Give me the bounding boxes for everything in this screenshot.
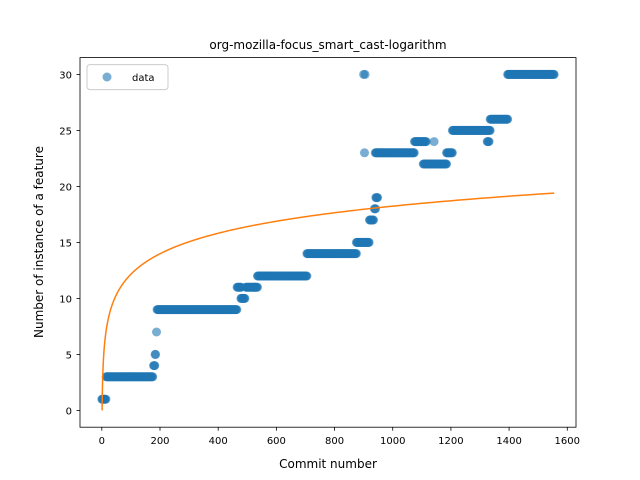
x-tick-label: 0 bbox=[99, 436, 105, 447]
legend-label-data: data bbox=[132, 73, 155, 84]
data-point bbox=[351, 249, 361, 259]
data-point bbox=[369, 215, 379, 225]
x-tick-label: 200 bbox=[150, 436, 169, 447]
y-tick-label: 0 bbox=[66, 406, 72, 417]
data-layer bbox=[97, 69, 559, 404]
data-point bbox=[484, 137, 494, 147]
data-point bbox=[360, 69, 370, 79]
x-axis: 0 200 400 600 800 1000 1200 1400 1600 bbox=[99, 427, 580, 447]
data-point bbox=[485, 125, 495, 135]
data-point bbox=[240, 293, 250, 303]
data-point bbox=[447, 148, 457, 158]
y-tick-label: 15 bbox=[59, 238, 72, 249]
y-axis-title: Number of instance of a feature bbox=[32, 146, 46, 338]
data-point bbox=[364, 237, 374, 247]
data-point bbox=[152, 327, 162, 337]
data-point bbox=[101, 394, 111, 404]
y-tick-label: 10 bbox=[59, 294, 72, 305]
y-tick-label: 5 bbox=[66, 350, 72, 361]
legend: data bbox=[86, 64, 169, 91]
legend-marker-data bbox=[102, 72, 112, 82]
data-point bbox=[442, 159, 452, 169]
data-point bbox=[421, 137, 431, 147]
fit-layer bbox=[101, 192, 555, 411]
data-point bbox=[429, 137, 439, 147]
x-tick-label: 1000 bbox=[380, 436, 405, 447]
data-point bbox=[371, 204, 381, 214]
data-point bbox=[252, 282, 262, 292]
y-tick-label: 25 bbox=[59, 126, 72, 137]
chart-title: org-mozilla-focus_smart_cast-logarithm bbox=[209, 38, 446, 52]
x-tick-label: 1200 bbox=[438, 436, 463, 447]
x-axis-title: Commit number bbox=[279, 457, 377, 471]
data-point bbox=[360, 148, 370, 158]
data-point bbox=[503, 114, 513, 124]
data-point bbox=[151, 349, 161, 359]
data-point bbox=[409, 148, 419, 158]
x-tick-label: 800 bbox=[325, 436, 344, 447]
y-axis: 0 5 10 15 20 25 30 bbox=[59, 70, 80, 417]
data-point bbox=[232, 305, 242, 315]
x-tick-label: 1400 bbox=[496, 436, 521, 447]
fit-line bbox=[101, 192, 555, 411]
data-point bbox=[549, 69, 559, 79]
y-tick-label: 30 bbox=[59, 70, 72, 81]
y-tick-label: 20 bbox=[59, 182, 72, 193]
x-tick-label: 600 bbox=[267, 436, 286, 447]
data-point bbox=[302, 271, 312, 281]
legend-box bbox=[86, 64, 169, 91]
x-tick-label: 1600 bbox=[555, 436, 580, 447]
data-point bbox=[148, 372, 158, 382]
data-point bbox=[150, 361, 160, 371]
plot-area bbox=[80, 57, 576, 428]
data-point bbox=[373, 193, 383, 203]
x-tick-label: 400 bbox=[209, 436, 228, 447]
